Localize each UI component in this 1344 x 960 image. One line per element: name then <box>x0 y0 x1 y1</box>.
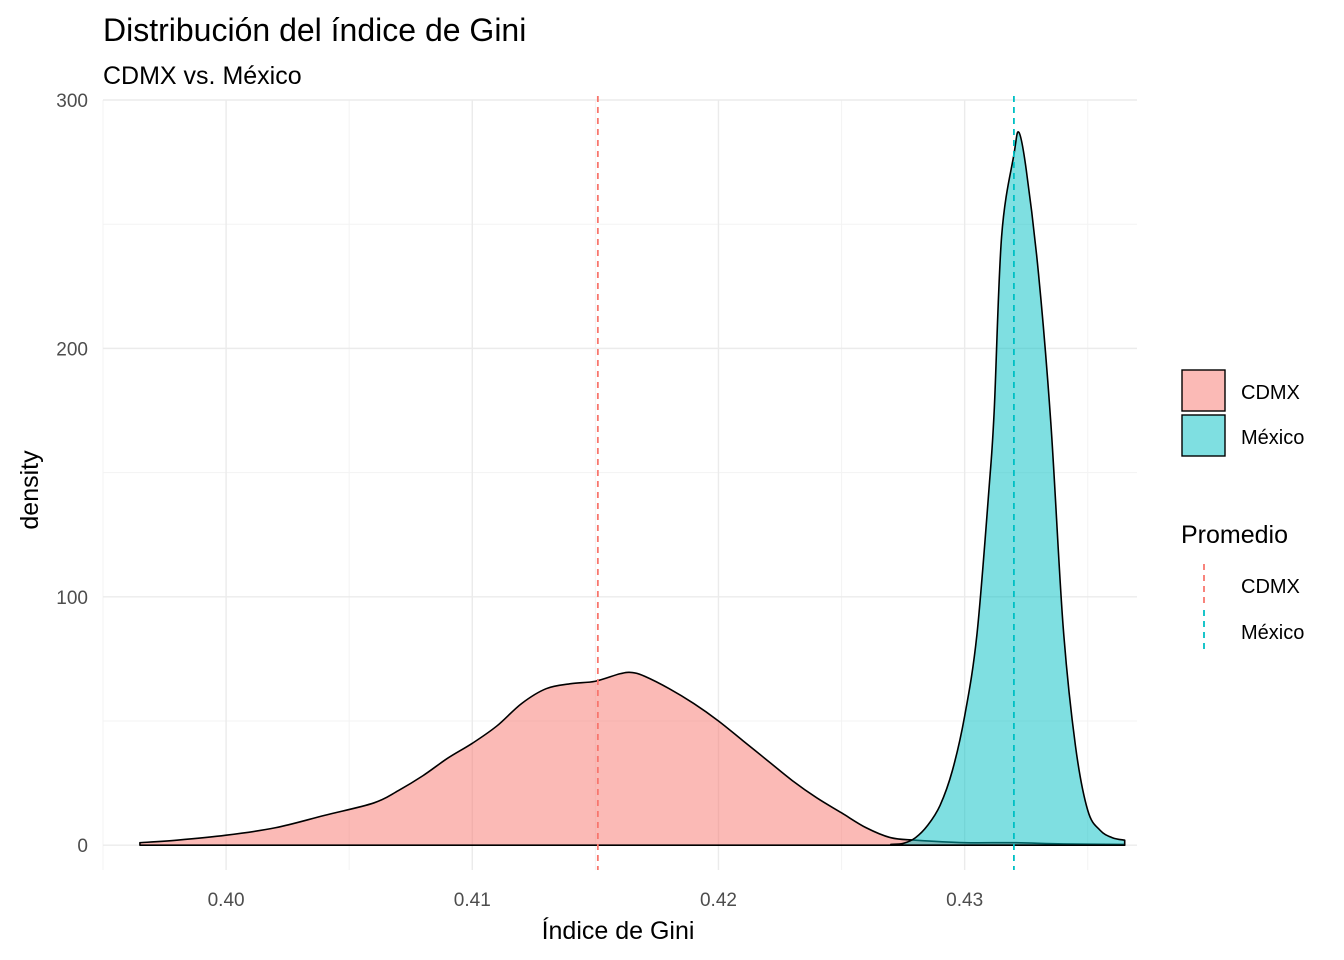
chart-title: Distribución del índice de Gini <box>103 12 526 48</box>
y-tick-label: 200 <box>56 339 88 360</box>
line-legend: CDMX México <box>1203 564 1304 650</box>
line-legend-label: CDMX <box>1241 576 1300 598</box>
y-tick-label: 100 <box>56 588 88 609</box>
mean-lines <box>596 96 1015 870</box>
y-axis-ticks: 0 100 200 300 <box>56 91 88 857</box>
x-tick-label: 0.43 <box>946 890 983 911</box>
line-legend-label: México <box>1241 622 1304 644</box>
x-tick-label: 0.40 <box>208 890 245 911</box>
x-axis-ticks: 0.40 0.41 0.42 0.43 <box>208 890 984 911</box>
x-tick-label: 0.42 <box>700 890 737 911</box>
y-tick-label: 300 <box>56 91 88 112</box>
fill-legend-label: México <box>1241 427 1304 449</box>
x-tick-label: 0.41 <box>454 890 491 911</box>
line-legend-title: Promedio <box>1181 521 1288 549</box>
density-areas <box>139 131 1126 846</box>
y-tick-label: 0 <box>77 836 88 857</box>
fill-legend-key <box>1181 369 1226 412</box>
density-area-méxico <box>890 131 1126 846</box>
fill-legend: CDMX México <box>1181 369 1304 457</box>
fill-legend-key <box>1181 414 1226 457</box>
density-area-cdmx <box>139 671 1126 846</box>
chart-subtitle: CDMX vs. México <box>103 62 302 90</box>
x-axis-title: Índice de Gini <box>542 916 695 945</box>
fill-legend-label: CDMX <box>1241 382 1300 404</box>
y-axis-title: density <box>16 450 44 530</box>
